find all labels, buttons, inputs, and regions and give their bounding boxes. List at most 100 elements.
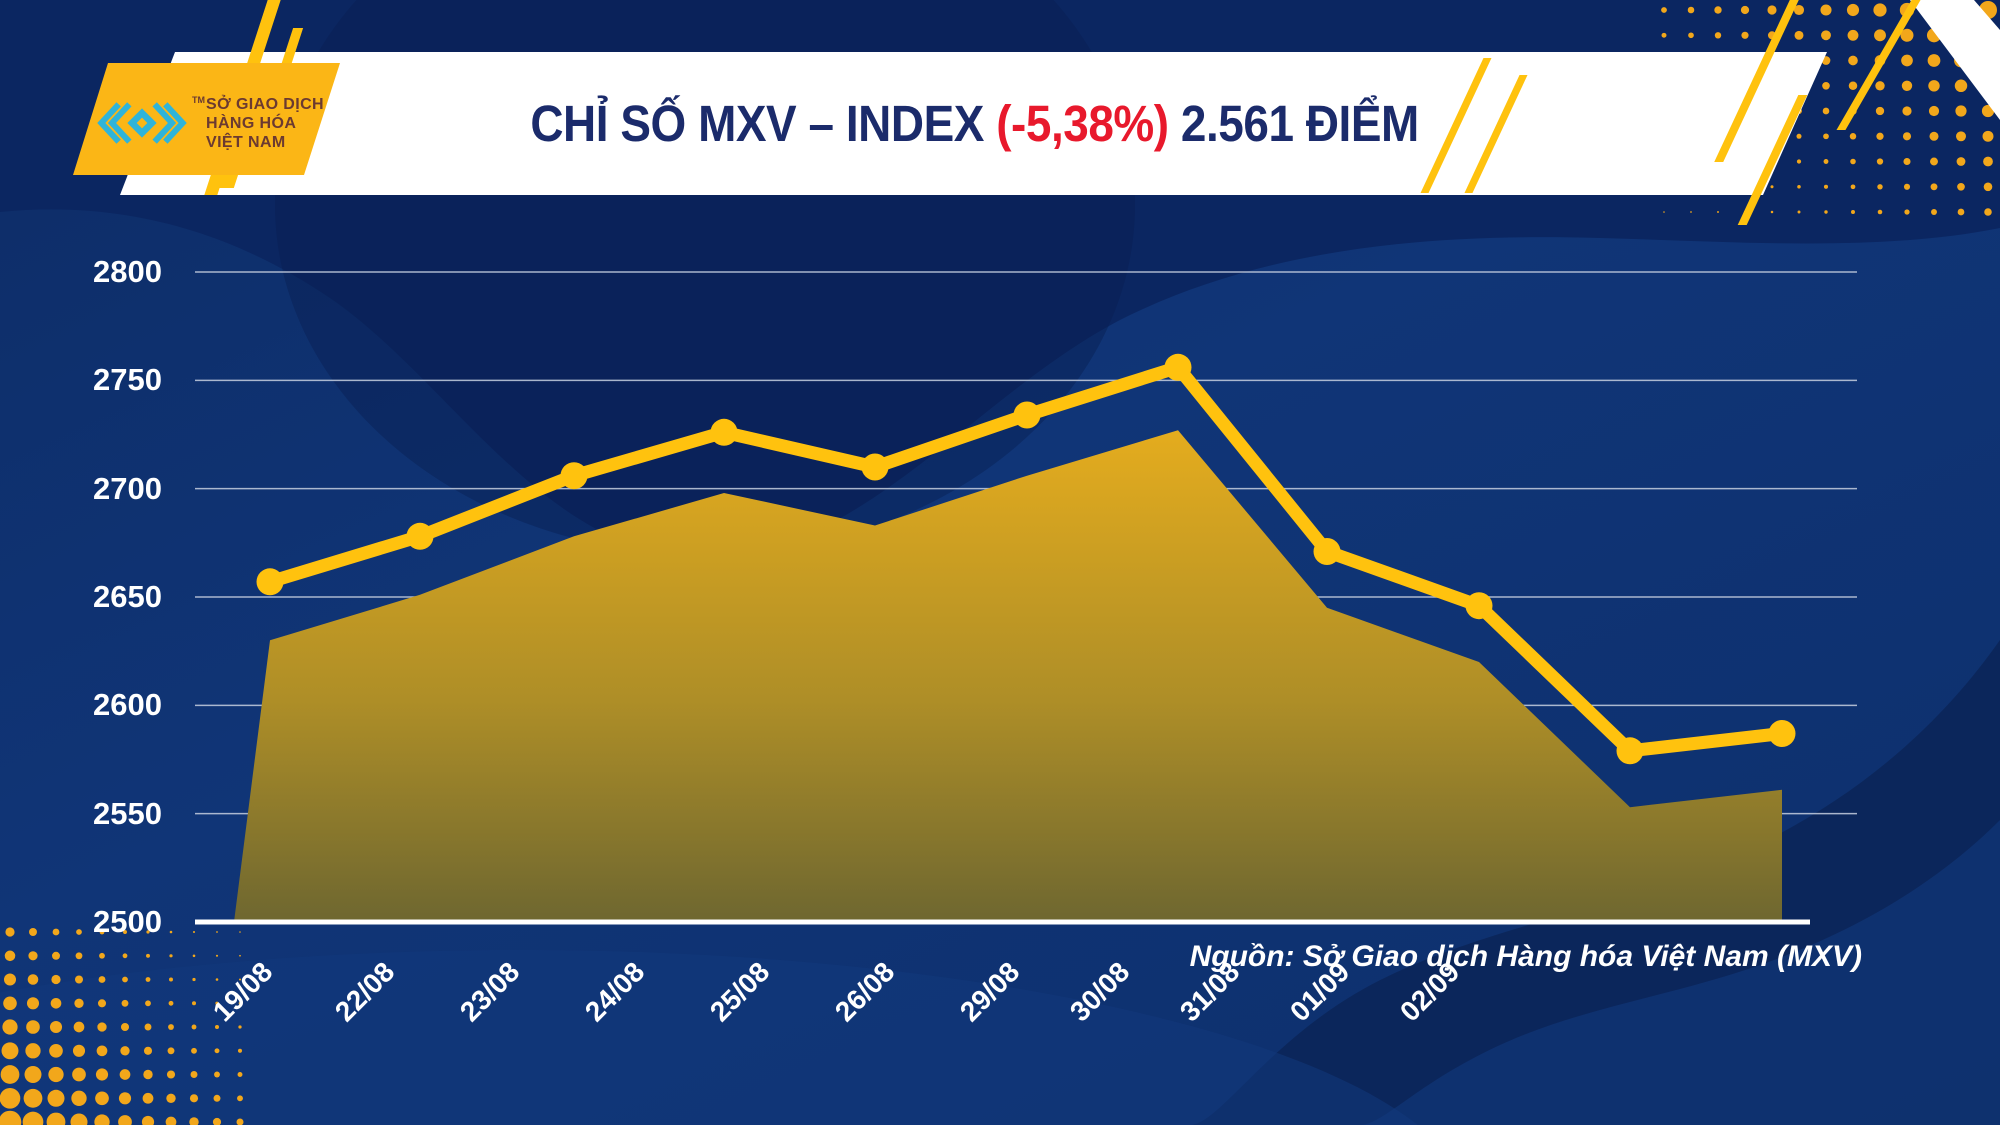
halftone-dot xyxy=(192,977,196,982)
halftone-dot xyxy=(239,954,241,957)
halftone-dot xyxy=(48,1066,64,1083)
halftone-dot xyxy=(1877,209,1883,215)
data-point-19/08 xyxy=(256,568,284,596)
halftone-dot xyxy=(1877,184,1883,190)
logo-text-line3: VIỆT NAM xyxy=(206,134,286,151)
y-axis-label-2600: 2600 xyxy=(93,687,162,723)
data-point-markers xyxy=(256,353,1796,765)
halftone-dot xyxy=(72,1044,86,1057)
halftone-dot xyxy=(26,1020,40,1034)
halftone-dot xyxy=(52,951,60,960)
halftone-dot xyxy=(1851,210,1855,214)
halftone-dot xyxy=(1767,5,1777,15)
data-point-26/08 xyxy=(1013,401,1041,429)
halftone-dot xyxy=(1822,107,1830,115)
halftone-dot xyxy=(3,996,17,1011)
halftone-dot xyxy=(99,952,105,959)
halftone-dot xyxy=(1930,183,1938,191)
y-axis-label-2700: 2700 xyxy=(93,470,162,506)
halftone-dot xyxy=(189,1094,199,1103)
halftone-dot xyxy=(71,1090,87,1106)
halftone-dot xyxy=(1822,81,1830,90)
halftone-dot xyxy=(1930,157,1938,166)
halftone-dot xyxy=(27,974,39,985)
halftone-dot xyxy=(98,976,106,983)
halftone-dot xyxy=(52,928,60,936)
halftone-dot xyxy=(76,929,82,935)
halftone-dot xyxy=(146,930,150,934)
halftone-dot xyxy=(143,1046,153,1055)
halftone-dot xyxy=(3,973,17,986)
halftone-dot xyxy=(1904,209,1910,215)
title-text: CHỈ SỐ MXV – INDEX xyxy=(530,95,997,152)
halftone-dot xyxy=(142,1092,154,1104)
halftone-dot xyxy=(192,954,196,958)
halftone-dot xyxy=(236,1118,244,1125)
halftone-dot xyxy=(1984,208,1992,216)
halftone-dot xyxy=(1770,185,1774,189)
halftone-dot xyxy=(213,1094,221,1102)
halftone-dot xyxy=(1956,131,1966,142)
y-axis-label-2750: 2750 xyxy=(93,362,162,398)
halftone-dot xyxy=(1797,185,1801,189)
halftone-dot xyxy=(1793,4,1805,16)
halftone-dot xyxy=(72,1067,86,1082)
halftone-dot xyxy=(1740,5,1750,15)
halftone-dot xyxy=(97,1022,107,1032)
halftone-dot xyxy=(24,1066,42,1083)
halftone-dot xyxy=(169,930,173,934)
halftone-dot xyxy=(1848,55,1858,66)
data-point-01/09 xyxy=(1616,737,1644,765)
halftone-dot xyxy=(73,1021,85,1033)
halftone-dot xyxy=(1876,132,1884,140)
halftone-dot xyxy=(215,978,219,981)
halftone-dot xyxy=(1824,210,1828,214)
halftone-dot xyxy=(23,1088,43,1108)
halftone-dot xyxy=(1848,81,1858,91)
halftone-dot xyxy=(1821,30,1831,41)
halftone-dot xyxy=(166,1070,176,1079)
halftone-dot xyxy=(1900,28,1914,42)
y-axis-label-2650: 2650 xyxy=(93,578,162,614)
halftone-dot xyxy=(1796,133,1802,139)
halftone-dot xyxy=(1823,133,1829,140)
halftone-dot xyxy=(1982,130,1994,142)
halftone-dot xyxy=(1850,158,1856,165)
mxv-logo: TM SỞ GIAO DỊCH HÀNG HÓA VIỆT NAM xyxy=(73,63,340,175)
y-axis-label-2550: 2550 xyxy=(93,795,162,831)
halftone-dot xyxy=(1688,32,1694,39)
halftone-dot xyxy=(1983,182,1993,192)
halftone-dot xyxy=(166,1093,176,1104)
halftone-dot xyxy=(1928,105,1940,117)
logo-text-line2: HÀNG HÓA xyxy=(206,115,297,132)
halftone-dot xyxy=(215,954,219,957)
halftone-dot xyxy=(1955,105,1967,117)
halftone-dot xyxy=(47,1089,65,1107)
halftone-dot xyxy=(122,953,128,959)
halftone-dot xyxy=(1823,184,1829,189)
logo-text-line1: SỞ GIAO DỊCH xyxy=(206,96,325,113)
halftone-dot xyxy=(1823,159,1829,164)
halftone-dot xyxy=(94,1114,110,1125)
halftone-dot xyxy=(25,1043,41,1059)
halftone-dot xyxy=(1797,210,1801,214)
halftone-dot xyxy=(1903,157,1911,166)
halftone-dot xyxy=(169,977,173,982)
title-banner: CHỈ SỐ MXV – INDEX (-5,38%) 2.561 ĐIỂM xyxy=(120,52,1827,195)
halftone-dot xyxy=(1714,32,1722,39)
logo-tm: TM xyxy=(192,95,205,105)
halftone-dot xyxy=(190,1071,198,1078)
halftone-dot xyxy=(2,1019,18,1035)
halftone-dot xyxy=(169,954,173,958)
halftone-dot xyxy=(1929,131,1939,141)
halftone-dot xyxy=(120,1022,130,1032)
halftone-dot xyxy=(1875,81,1885,91)
halftone-dots-bottom-left xyxy=(0,927,244,1125)
halftone-dot xyxy=(120,1046,130,1056)
halftone-dot xyxy=(1928,80,1940,92)
halftone-dot xyxy=(212,1117,222,1125)
halftone-dot xyxy=(165,1116,177,1125)
halftone-dot xyxy=(121,999,129,1007)
halftone-dot xyxy=(1796,159,1802,164)
